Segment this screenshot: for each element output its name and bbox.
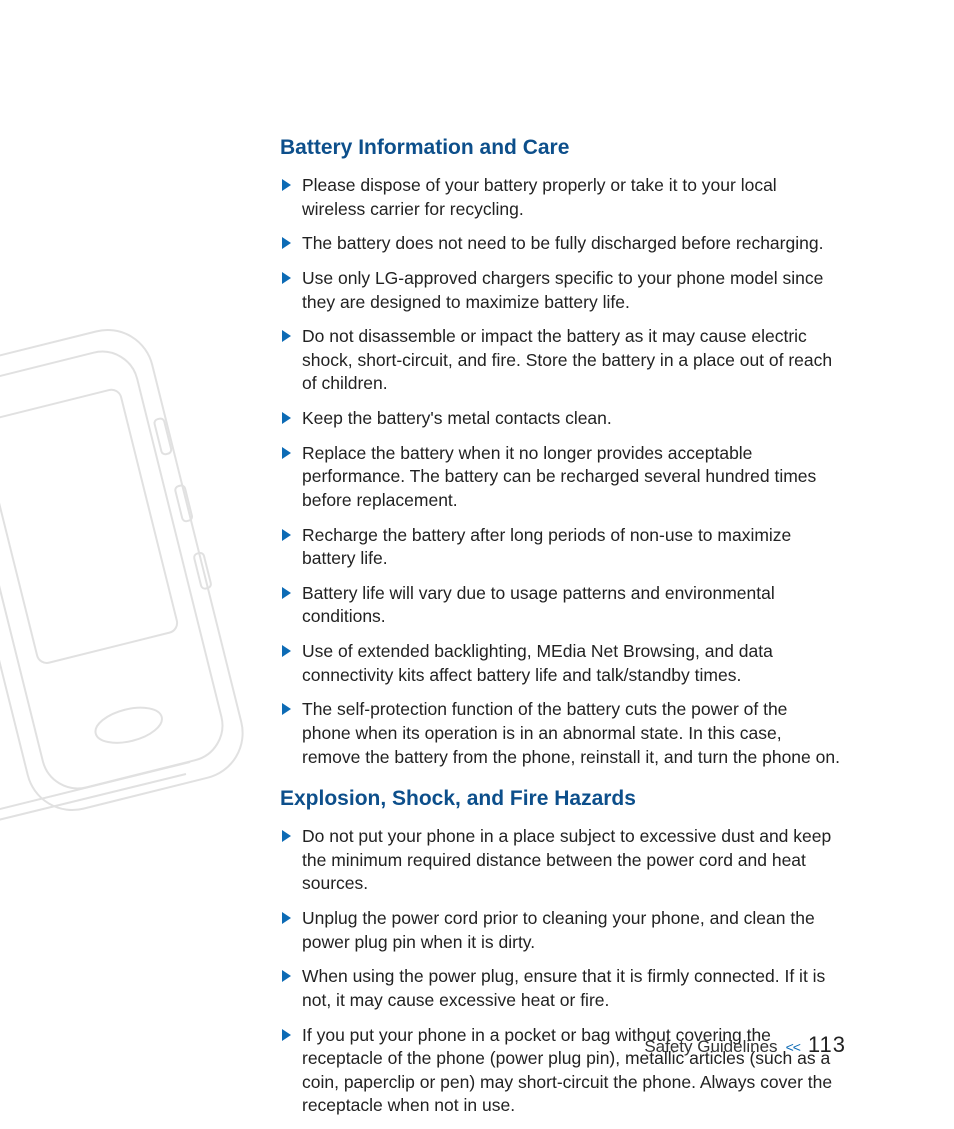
list-item: Use of extended backlighting, MEdia Net … — [280, 640, 840, 687]
footer-chevrons-icon: << — [786, 1039, 800, 1055]
list-item: Keep the battery's metal contacts clean. — [280, 407, 840, 431]
battery-list: Please dispose of your battery properly … — [280, 174, 840, 769]
footer-section-label: Safety Guidelines — [644, 1037, 777, 1057]
list-item: When using the power plug, ensure that i… — [280, 965, 840, 1012]
list-item: The self-protection function of the batt… — [280, 698, 840, 769]
list-item: Unplug the power cord prior to cleaning … — [280, 907, 840, 954]
page-footer: Safety Guidelines << 113 — [644, 1032, 846, 1058]
footer-page-number: 113 — [808, 1032, 846, 1058]
list-item: The battery does not need to be fully di… — [280, 232, 840, 256]
hazards-list: Do not put your phone in a place subject… — [280, 825, 840, 1118]
list-item: Replace the battery when it no longer pr… — [280, 442, 840, 513]
section-heading-battery: Battery Information and Care — [280, 136, 840, 160]
list-item: Please dispose of your battery properly … — [280, 174, 840, 221]
list-item: Do not disassemble or impact the battery… — [280, 325, 840, 396]
list-item: Battery life will vary due to usage patt… — [280, 582, 840, 629]
list-item: Do not put your phone in a place subject… — [280, 825, 840, 896]
list-item: Use only LG-approved chargers specific t… — [280, 267, 840, 314]
list-item: Recharge the battery after long periods … — [280, 524, 840, 571]
phone-outline-illustration — [0, 310, 260, 870]
section-heading-hazards: Explosion, Shock, and Fire Hazards — [280, 787, 840, 811]
page-content: Battery Information and Care Please disp… — [280, 130, 840, 1129]
